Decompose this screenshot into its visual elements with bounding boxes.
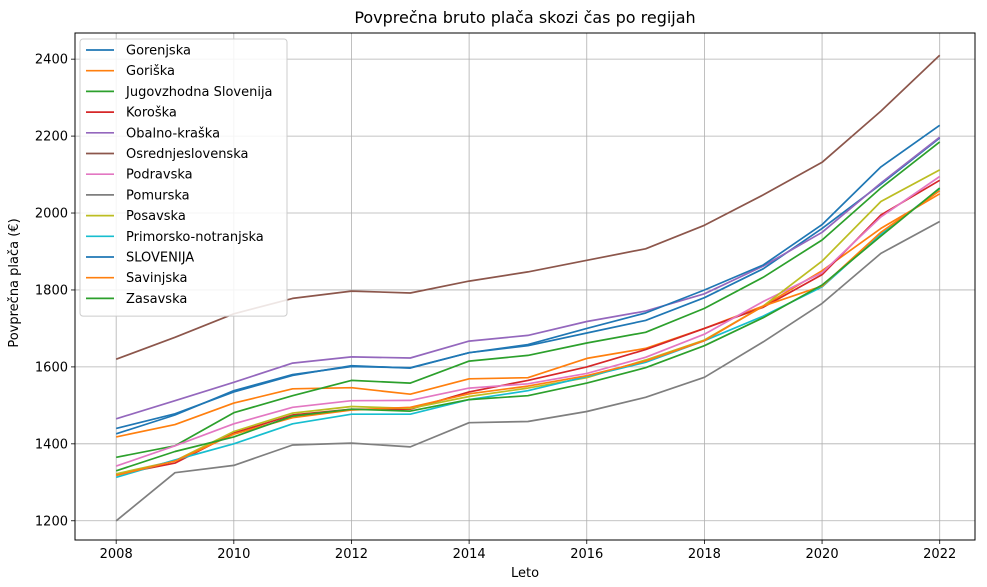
legend: Gorenjska Goriška Jugovzhodna Slovenija Kor… xyxy=(79,38,288,317)
legend-entry: Pomurska xyxy=(126,188,190,203)
series-line-jugovzhodna-slovenija xyxy=(116,141,941,459)
legend-box xyxy=(79,38,288,317)
x-tick-label: 2020 xyxy=(806,547,839,562)
x-tick-label: 2016 xyxy=(570,547,603,562)
legend-entry: Posavska xyxy=(126,209,186,224)
x-tick-label: 2010 xyxy=(217,547,250,562)
legend-entry: Primorsko-notranjska xyxy=(126,230,264,245)
series-line-gorenjska xyxy=(115,137,941,435)
x-tick-label: 2018 xyxy=(688,547,721,562)
series-line-koro-ka xyxy=(116,179,941,476)
legend-entry: Goriška xyxy=(126,64,175,79)
y-tick-label: 1800 xyxy=(35,283,68,298)
plot-frame xyxy=(74,32,976,541)
legend-entry: Savinjska xyxy=(126,271,187,286)
y-axis-ticks: 1200 1400 1600 1800 2000 2200 2400 xyxy=(35,53,75,529)
legend-entry: Koroška xyxy=(126,106,177,121)
legend-entry: Obalno-kraška xyxy=(126,126,220,141)
y-tick-label: 2000 xyxy=(35,207,68,222)
y-tick-label: 1200 xyxy=(35,514,68,529)
series-line-podravska xyxy=(115,175,941,467)
chart-title: Povprečna bruto plača skozi čas po regij… xyxy=(354,8,695,27)
series-line-obalno-kra-ka xyxy=(115,136,941,420)
series-line-savinjska xyxy=(115,190,941,477)
series-line-zasavska xyxy=(115,187,941,472)
x-axis-ticks: 2008 2010 2012 2014 2016 2018 2020 2022 xyxy=(100,540,956,562)
series-line-slovenija xyxy=(115,124,941,430)
y-tick-label: 2200 xyxy=(35,130,68,145)
series-line-pomurska xyxy=(115,220,941,522)
x-tick-label: 2022 xyxy=(923,547,956,562)
x-axis-label: Leto xyxy=(511,566,539,581)
series-line-posavska xyxy=(116,169,941,475)
legend-entry: Osrednjeslovenska xyxy=(126,147,248,162)
legend-entry: SLOVENIJA xyxy=(126,251,194,266)
x-tick-label: 2008 xyxy=(100,547,133,562)
legend-entry: Gorenjska xyxy=(126,44,191,59)
x-tick-label: 2014 xyxy=(453,547,486,562)
y-tick-label: 2400 xyxy=(35,53,68,68)
x-tick-label: 2012 xyxy=(335,547,368,562)
legend-entry: Zasavska xyxy=(126,292,187,307)
y-tick-label: 1400 xyxy=(35,437,68,452)
y-tick-label: 1600 xyxy=(35,360,68,375)
legend-entry: Podravska xyxy=(126,168,193,183)
legend-entry: Jugovzhodna Slovenija xyxy=(125,85,273,100)
y-axis-label: Povprečna plača (€) xyxy=(7,218,22,347)
